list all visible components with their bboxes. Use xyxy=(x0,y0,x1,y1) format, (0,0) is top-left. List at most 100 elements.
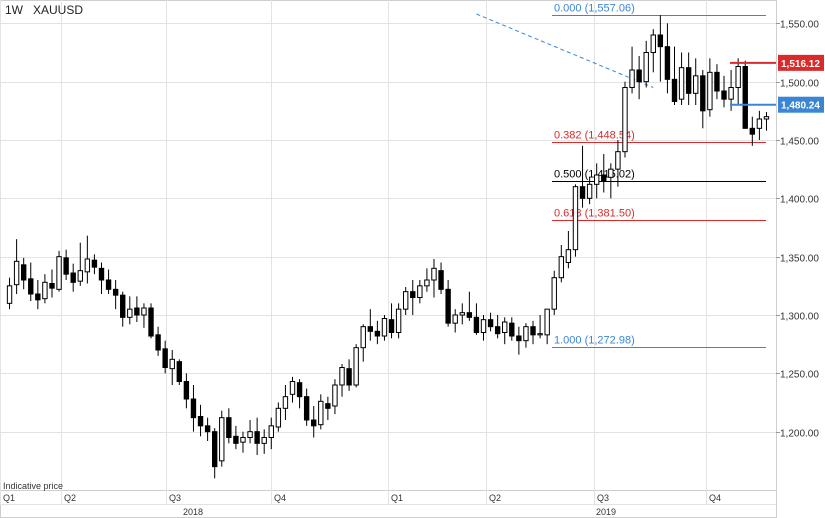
candle[interactable] xyxy=(134,296,140,322)
candle[interactable] xyxy=(127,296,133,325)
candle[interactable] xyxy=(261,429,267,454)
candle[interactable] xyxy=(516,326,522,355)
candle[interactable] xyxy=(13,239,20,294)
candle[interactable] xyxy=(77,242,83,286)
candle[interactable] xyxy=(650,29,656,73)
candle[interactable] xyxy=(572,184,579,257)
candle[interactable] xyxy=(438,262,444,295)
candle[interactable] xyxy=(763,112,770,131)
candle[interactable] xyxy=(183,373,190,409)
candle[interactable] xyxy=(601,154,607,193)
candle[interactable] xyxy=(332,379,338,415)
candle[interactable] xyxy=(20,257,27,290)
candle[interactable] xyxy=(707,58,713,117)
candle[interactable] xyxy=(240,431,246,453)
candle[interactable] xyxy=(445,280,451,327)
candle[interactable] xyxy=(98,262,105,295)
candle[interactable] xyxy=(226,408,232,444)
candle[interactable] xyxy=(353,344,359,388)
candle[interactable] xyxy=(664,23,671,94)
candle[interactable] xyxy=(289,376,296,403)
candle[interactable] xyxy=(558,245,565,283)
candle[interactable] xyxy=(537,315,543,339)
candle[interactable] xyxy=(593,163,600,199)
candle[interactable] xyxy=(565,231,572,269)
candle[interactable] xyxy=(6,277,13,310)
candle[interactable] xyxy=(388,303,395,339)
trendline-dashed[interactable] xyxy=(476,13,654,88)
candle[interactable] xyxy=(530,320,536,345)
candle[interactable] xyxy=(141,303,147,328)
candle[interactable] xyxy=(636,56,642,100)
candle[interactable] xyxy=(622,81,628,158)
candle[interactable] xyxy=(509,317,515,341)
candle[interactable] xyxy=(466,291,473,321)
candle[interactable] xyxy=(275,402,282,432)
candle[interactable] xyxy=(693,58,699,105)
candle[interactable] xyxy=(296,379,303,409)
candle[interactable] xyxy=(615,140,621,187)
candle[interactable] xyxy=(402,287,409,315)
candle[interactable] xyxy=(148,303,154,339)
candle[interactable] xyxy=(233,425,239,450)
candle[interactable] xyxy=(219,410,225,467)
candle[interactable] xyxy=(756,110,763,140)
candle[interactable] xyxy=(721,75,727,108)
candle[interactable] xyxy=(700,70,706,129)
candle[interactable] xyxy=(586,177,593,205)
candle[interactable] xyxy=(381,315,388,341)
candle[interactable] xyxy=(303,388,310,426)
candle[interactable] xyxy=(608,163,614,199)
candle[interactable] xyxy=(523,323,529,348)
candle[interactable] xyxy=(579,145,586,208)
candle[interactable] xyxy=(162,340,168,374)
candle[interactable] xyxy=(417,280,423,304)
candle[interactable] xyxy=(70,263,76,292)
candle[interactable] xyxy=(56,250,62,292)
candle[interactable] xyxy=(91,254,98,275)
candle[interactable] xyxy=(502,317,508,345)
candle[interactable] xyxy=(431,259,437,298)
candle[interactable] xyxy=(459,303,465,325)
candle[interactable] xyxy=(190,385,197,432)
candle[interactable] xyxy=(360,324,366,362)
candle[interactable] xyxy=(42,274,48,304)
candle[interactable] xyxy=(346,359,352,391)
candle[interactable] xyxy=(197,404,204,437)
candle[interactable] xyxy=(28,262,34,302)
candle[interactable] xyxy=(282,385,289,420)
candle[interactable] xyxy=(112,280,119,310)
candle[interactable] xyxy=(685,52,692,106)
candle[interactable] xyxy=(742,60,748,129)
candle[interactable] xyxy=(714,64,720,100)
candle[interactable] xyxy=(247,420,253,444)
candle[interactable] xyxy=(480,315,487,341)
candle[interactable] xyxy=(254,417,260,455)
candle[interactable] xyxy=(424,268,430,292)
candle[interactable] xyxy=(211,428,218,479)
candle[interactable] xyxy=(629,46,635,94)
candle[interactable] xyxy=(268,417,274,450)
candle[interactable] xyxy=(318,394,324,430)
candle[interactable] xyxy=(63,249,69,280)
candle[interactable] xyxy=(395,303,402,339)
candle[interactable] xyxy=(473,303,480,335)
candle[interactable] xyxy=(35,280,41,310)
candle[interactable] xyxy=(494,315,501,339)
candle[interactable] xyxy=(311,406,317,438)
candle[interactable] xyxy=(169,350,175,385)
candle[interactable] xyxy=(374,320,381,345)
candle[interactable] xyxy=(551,270,557,315)
candle[interactable] xyxy=(678,52,685,106)
candle[interactable] xyxy=(49,269,55,298)
candle[interactable] xyxy=(367,309,374,341)
candle[interactable] xyxy=(671,46,678,105)
candle[interactable] xyxy=(643,40,649,88)
candle[interactable] xyxy=(487,312,494,332)
candle[interactable] xyxy=(544,308,550,345)
candle[interactable] xyxy=(410,280,416,315)
candle[interactable] xyxy=(735,58,741,105)
candle[interactable] xyxy=(204,417,211,441)
